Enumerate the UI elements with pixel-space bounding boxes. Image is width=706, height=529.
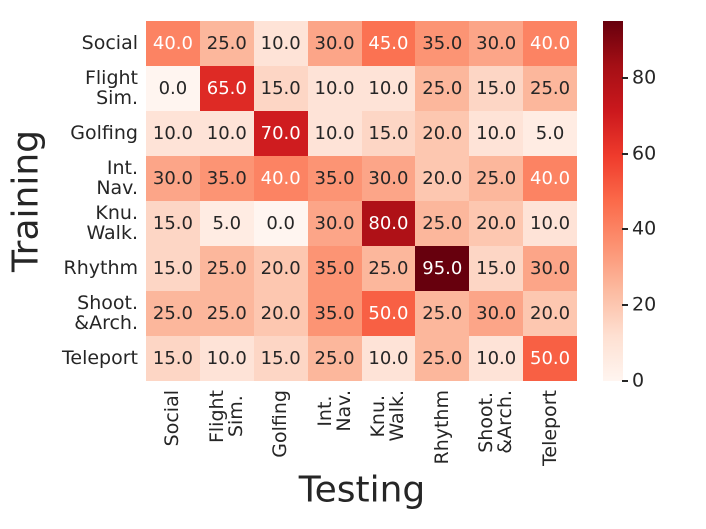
heatmap-cell: 50.0 [523, 336, 577, 381]
heatmap-cell: 80.0 [361, 201, 416, 246]
heatmap-cell: 10.0 [469, 336, 524, 381]
colorbar-tick-mark [622, 380, 628, 382]
heatmap-cell: 5.0 [523, 111, 577, 156]
heatmap-cell: 25.0 [307, 336, 362, 381]
heatmap-cell: 45.0 [361, 21, 416, 66]
colorbar [603, 21, 623, 381]
y-tick-label: Golfing [70, 121, 138, 144]
heatmap-cell: 15.0 [469, 66, 524, 111]
heatmap-cell: 25.0 [415, 336, 470, 381]
colorbar-tick-label: 80 [632, 66, 657, 89]
heatmap-cell: 25.0 [361, 246, 416, 291]
x-tick-label: Shoot. &Arch. [475, 390, 517, 454]
heatmap-cell: 10.0 [361, 336, 416, 381]
heatmap-cell: 25.0 [469, 156, 524, 201]
heatmap-cell: 20.0 [253, 291, 308, 336]
heatmap-cell: 5.0 [199, 201, 254, 246]
colorbar-tick-mark [622, 76, 628, 79]
y-tick-label: Knu. Walk. [86, 201, 138, 244]
heatmap-cell: 25.0 [199, 246, 254, 291]
heatmap-cell: 20.0 [415, 156, 470, 201]
heatmap-cell: 10.0 [523, 201, 577, 246]
heatmap-cell: 40.0 [253, 156, 308, 201]
heatmap-cell: 15.0 [146, 246, 200, 291]
heatmap-cell: 25.0 [415, 291, 470, 336]
heatmap-cell: 15.0 [146, 201, 200, 246]
heatmap: 40.0 25.0 10.0 30.0 45.0 35.0 30.0 40.0 0.0 65.0 1… [146, 21, 577, 381]
heatmap-cell: 0.0 [146, 66, 200, 111]
heatmap-cell: 35.0 [307, 156, 362, 201]
heatmap-cell: 65.0 [199, 66, 254, 111]
heatmap-cell: 35.0 [307, 246, 362, 291]
heatmap-cell: 30.0 [469, 291, 524, 336]
y-tick-label: Social [81, 31, 138, 54]
heatmap-cell: 10.0 [307, 66, 362, 111]
heatmap-cell: 35.0 [415, 21, 470, 66]
heatmap-cell: 30.0 [307, 201, 362, 246]
heatmap-cell: 50.0 [361, 291, 416, 336]
heatmap-cell: 15.0 [361, 111, 416, 156]
heatmap-cell: 10.0 [253, 21, 308, 66]
y-tick-label: Int. Nav. [96, 156, 138, 199]
heatmap-cell: 40.0 [523, 21, 577, 66]
heatmap-cell: 10.0 [199, 111, 254, 156]
heatmap-cell: 25.0 [146, 291, 200, 336]
heatmap-cell: 35.0 [307, 291, 362, 336]
heatmap-cell: 10.0 [469, 111, 524, 156]
x-axis-label: Testing [298, 469, 426, 511]
heatmap-cell: 25.0 [199, 21, 254, 66]
colorbar-tick-mark [622, 152, 628, 155]
colorbar-tick-label: 0 [632, 369, 645, 392]
heatmap-cell: 30.0 [469, 21, 524, 66]
heatmap-cell: 10.0 [307, 111, 362, 156]
heatmap-cell: 30.0 [361, 156, 416, 201]
x-tick-label: Teleport [538, 390, 561, 466]
heatmap-cell: 70.0 [253, 111, 308, 156]
colorbar-tick-label: 20 [632, 293, 657, 316]
x-tick-label: Social [161, 390, 184, 447]
heatmap-cell: 25.0 [199, 291, 254, 336]
colorbar-tick-mark [622, 228, 628, 231]
heatmap-cell: 0.0 [253, 201, 308, 246]
heatmap-cell: 25.0 [415, 66, 470, 111]
heatmap-cell: 15.0 [469, 246, 524, 291]
y-tick-label: Teleport [62, 346, 138, 369]
y-tick-label: Flight Sim. [84, 66, 138, 109]
colorbar-tick-label: 60 [632, 142, 657, 165]
heatmap-cell: 25.0 [415, 201, 470, 246]
colorbar-tick-mark [622, 304, 628, 307]
heatmap-cell: 20.0 [523, 291, 577, 336]
heatmap-cell: 30.0 [146, 156, 200, 201]
heatmap-cell: 30.0 [523, 246, 577, 291]
heatmap-cell: 10.0 [146, 111, 200, 156]
y-tick-label: Rhythm [63, 256, 139, 279]
heatmap-cell: 20.0 [469, 201, 524, 246]
heatmap-cell: 35.0 [199, 156, 254, 201]
heatmap-cell: 40.0 [146, 21, 200, 66]
heatmap-cell: 15.0 [146, 336, 200, 381]
heatmap-cell: 95.0 [415, 246, 470, 291]
heatmap-cell: 15.0 [253, 66, 308, 111]
heatmap-cell: 30.0 [307, 21, 362, 66]
heatmap-cell: 15.0 [253, 336, 308, 381]
heatmap-cell: 20.0 [253, 246, 308, 291]
heatmap-cell: 25.0 [523, 66, 577, 111]
y-tick-label: Shoot. &Arch. [74, 291, 138, 334]
x-tick-label: Flight Sim. [205, 390, 247, 444]
heatmap-cell: 20.0 [415, 111, 470, 156]
heatmap-cell: 10.0 [199, 336, 254, 381]
colorbar-tick-label: 40 [632, 217, 657, 240]
heatmap-cell: 10.0 [361, 66, 416, 111]
heatmap-cell: 40.0 [523, 156, 577, 201]
